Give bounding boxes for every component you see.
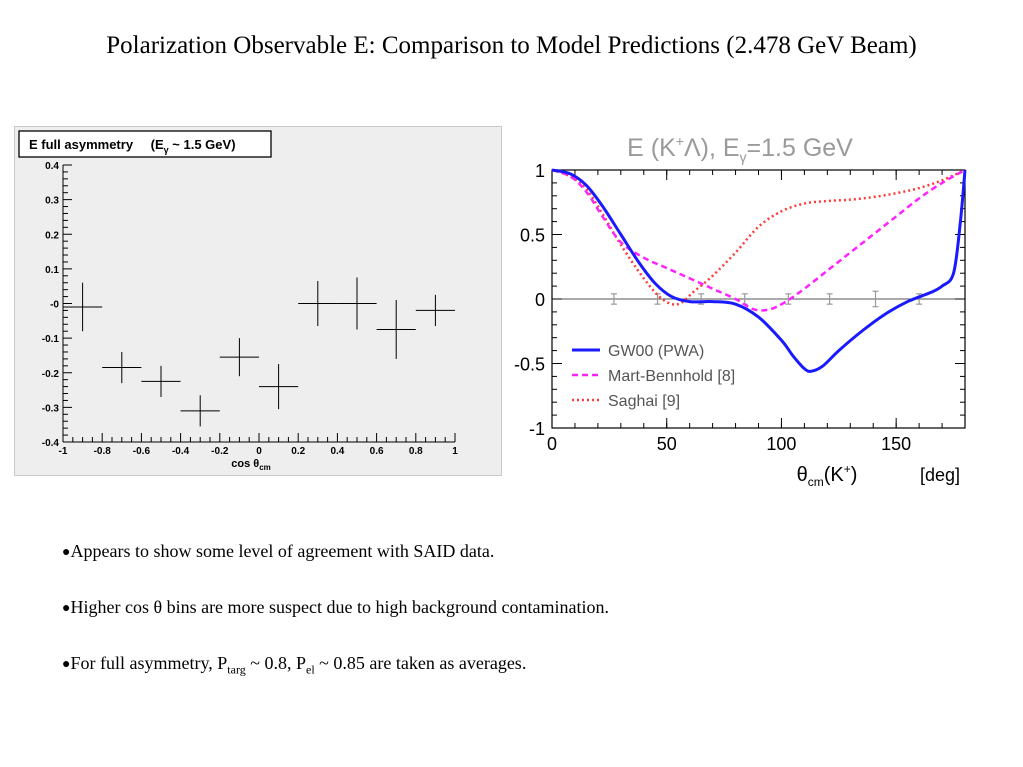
legend-label: GW00 (PWA)	[608, 343, 704, 360]
right-y-tick-label: 0	[535, 290, 545, 310]
left-x-tick-label: 0	[256, 446, 262, 457]
left-y-tick-label: -0.3	[42, 403, 60, 414]
left-chart-panel: E full asymmetry (Eγ ~ 1.5 GeV) -0.4 -0.3…	[14, 126, 502, 476]
slide-title: Polarization Observable E: Comparison to…	[106, 32, 917, 59]
left-y-tick-label: 0.1	[45, 265, 59, 276]
left-x-axis-label: cos θcm	[231, 458, 271, 472]
left-x-tick-label: -1	[59, 446, 68, 457]
left-y-tick-label: 0.3	[45, 196, 59, 207]
left-y-tick-label: 0.2	[45, 230, 59, 241]
right-legend: GW00 (PWA) Mart-Bennhold [8] Saghai [9]	[572, 343, 735, 410]
left-data-point	[415, 294, 455, 327]
left-x-tick-label: -0.2	[211, 446, 229, 457]
left-data-point	[376, 300, 416, 359]
bullet-text: For full asymmetry, P	[70, 653, 228, 673]
left-x-tick-label: 0.8	[409, 446, 423, 457]
left-data-point	[298, 280, 338, 327]
left-chart: E full asymmetry (Eγ ~ 1.5 GeV) -0.4 -0.3…	[18, 130, 458, 472]
right-data-point	[785, 293, 792, 305]
right-x-tick-label: 100	[766, 434, 796, 454]
bullet-item: ●For full asymmetry, Ptarg ~ 0.8, Pel ~ …	[62, 652, 609, 690]
right-chart-title: E (K+Λ), Eγ=1.5 GeV	[627, 133, 853, 165]
right-y-tick-label: -0.5	[514, 355, 545, 375]
bullet-text: Higher cos θ bins are more suspect due t…	[70, 597, 609, 617]
bullet-text: ~ 0.8, P	[245, 653, 306, 673]
left-x-tick-label: 1	[452, 446, 458, 457]
left-y-tick-label: -0.2	[42, 369, 60, 380]
left-y-tick-label: -0.1	[42, 334, 60, 345]
left-x-tick-label: 0.4	[330, 446, 344, 457]
bullet-list: ●Appears to show some level of agreement…	[62, 540, 609, 708]
left-data-point	[180, 395, 220, 427]
right-x-tick-label: 150	[881, 434, 911, 454]
left-y-tick-label: -0.4	[42, 438, 60, 449]
legend-label: Saghai [9]	[608, 393, 680, 410]
left-data-point	[337, 277, 377, 330]
bullet-subscript: el	[306, 662, 315, 677]
left-data-points	[63, 277, 455, 427]
left-data-point	[63, 282, 103, 332]
left-x-tick-label: 0.2	[291, 446, 305, 457]
left-x-tick-label: -0.4	[172, 446, 190, 457]
left-title-box	[18, 130, 272, 158]
bullet-dot-icon: ●	[62, 656, 71, 672]
right-series-dashed-line	[551, 168, 966, 312]
left-axes: -0.4 -0.3 -0.2 -0.1 -0 0.1 0.2 0.3 0.4 -1 -0.8 -0.6…	[42, 161, 458, 457]
left-x-tick-label: -0.6	[133, 446, 151, 457]
right-y-tick-label: -1	[529, 419, 545, 439]
bullet-item: ●Appears to show some level of agreement…	[62, 540, 609, 578]
left-y-tick-label: -0	[50, 300, 59, 311]
left-chart-title: E full asymmetry (Eγ ~ 1.5 GeV)	[29, 137, 236, 155]
right-x-tick-label: 0	[547, 434, 557, 454]
right-series-dotted-line	[551, 168, 966, 306]
left-data-point	[259, 364, 299, 410]
legend-label: Mart-Bennhold [8]	[608, 368, 735, 385]
right-curves	[551, 168, 967, 373]
bullet-dot-icon: ●	[62, 600, 71, 616]
bullet-subscript: targ	[227, 662, 246, 677]
right-chart-panel: E (K+Λ), Eγ=1.5 GeV 1 0.5 0 -0.5 -1 0 50 100 150…	[505, 126, 975, 492]
right-data-point	[610, 293, 617, 305]
right-x-unit-label: [deg]	[920, 465, 960, 485]
right-x-tick-label: 50	[657, 434, 677, 454]
right-series-solid-line	[551, 168, 967, 373]
left-y-tick-label: 0.4	[45, 161, 59, 172]
right-y-tick-label: 0.5	[520, 226, 545, 246]
right-chart: E (K+Λ), Eγ=1.5 GeV 10.50-0.5-10 50 100 150…	[514, 133, 967, 489]
left-data-point	[102, 351, 142, 384]
left-data-point	[141, 365, 181, 397]
left-data-point	[219, 338, 259, 377]
bullet-text: Appears to show some level of agreement …	[70, 541, 495, 561]
right-x-axis-label: θcm(K+)	[797, 462, 858, 489]
left-x-tick-label: 0.6	[370, 446, 384, 457]
right-y-tick-label: 1	[535, 161, 545, 181]
right-data-point	[826, 293, 833, 305]
bullet-item: ●Higher cos θ bins are more suspect due …	[62, 596, 609, 634]
left-x-tick-label: -0.8	[94, 446, 112, 457]
right-data-point	[872, 290, 879, 308]
bullet-text: ~ 0.85 are taken as averages.	[314, 653, 527, 673]
bullet-dot-icon: ●	[62, 544, 71, 560]
